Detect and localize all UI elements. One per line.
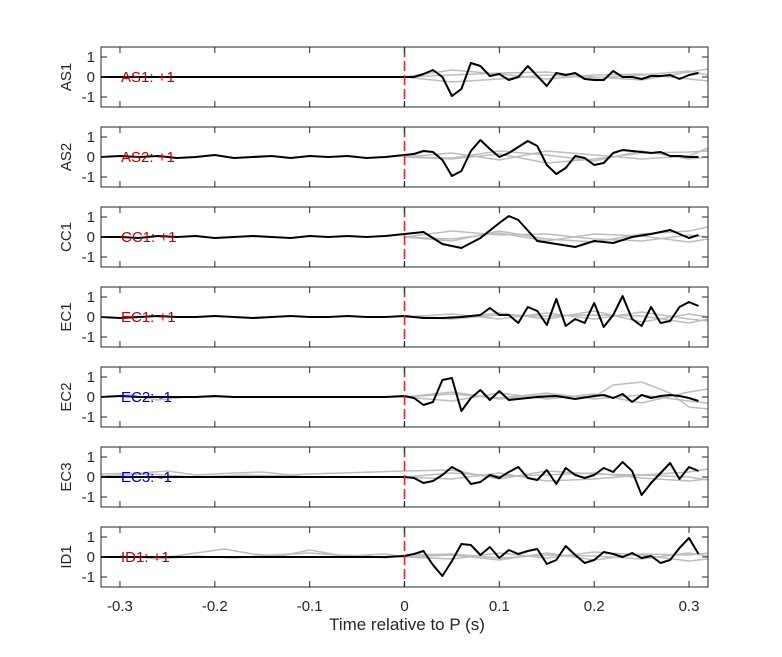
panel-id1: -1 0 1 ID1 ID1: +1 bbox=[58, 526, 709, 588]
plot-area bbox=[101, 377, 708, 412]
main-trace bbox=[101, 295, 699, 328]
x-tick-label: 0 bbox=[400, 598, 408, 615]
main-trace bbox=[101, 537, 700, 577]
panel-ec3: -1 0 1 EC3 EC3: -1 bbox=[58, 446, 709, 508]
shared-x-axis: -0.3 -0.2 -0.1 0 0.1 0.2 0.3 bbox=[107, 598, 699, 615]
main-trace bbox=[101, 62, 699, 97]
y-tick-label: 1 bbox=[87, 209, 95, 226]
plot-area bbox=[101, 295, 708, 328]
y-tick-label: -1 bbox=[82, 249, 95, 266]
background-trace-2 bbox=[404, 230, 708, 242]
y-axis-label: EC2 bbox=[58, 382, 75, 411]
y-axis-label: ID1 bbox=[58, 545, 75, 568]
y-axis-label: AS1 bbox=[58, 63, 75, 91]
x-tick-label: 0.1 bbox=[489, 598, 510, 615]
polarity-annotation: EC1: +1 bbox=[121, 309, 176, 326]
y-tick-label: -1 bbox=[82, 169, 95, 186]
x-tick-label: 0.2 bbox=[584, 598, 605, 615]
main-trace bbox=[101, 215, 699, 249]
polarity-annotation: EC2: -1 bbox=[121, 389, 172, 406]
background-trace-3 bbox=[404, 392, 708, 404]
y-tick-label: 0 bbox=[87, 149, 95, 166]
background-trace-3 bbox=[404, 232, 708, 243]
panel-as2: -1 0 1 AS2 AS2: +1 bbox=[58, 126, 709, 188]
y-tick-label: -1 bbox=[82, 489, 95, 506]
y-tick-label: -1 bbox=[82, 409, 95, 426]
y-tick-label: 1 bbox=[87, 369, 95, 386]
plot-area bbox=[101, 215, 708, 249]
y-axis-label: AS2 bbox=[58, 143, 75, 171]
polarity-annotation: EC3: -1 bbox=[121, 469, 172, 486]
panel-ec2: -1 0 1 EC2 EC2: -1 bbox=[58, 366, 709, 428]
x-axis-label: Time relative to P (s) bbox=[329, 615, 485, 634]
y-tick-label: -1 bbox=[82, 569, 95, 586]
main-trace bbox=[101, 461, 699, 496]
panel-ec1: -1 0 1 EC1 EC1: +1 bbox=[58, 286, 709, 348]
y-tick-label: 1 bbox=[87, 529, 95, 546]
background-trace-3 bbox=[404, 70, 708, 83]
y-tick-label: 0 bbox=[87, 469, 95, 486]
y-tick-label: -1 bbox=[82, 89, 95, 106]
panel-stack: -1 0 1 AS1 AS1: +1 -1 0 1 AS2 AS2: +1 -1 0 1 CC1 CC1: … bbox=[58, 46, 709, 588]
main-trace bbox=[101, 139, 699, 177]
y-tick-label: 0 bbox=[87, 389, 95, 406]
background-trace-1 bbox=[101, 381, 708, 410]
polarity-annotation: AS2: +1 bbox=[121, 149, 175, 166]
polarity-annotation: CC1: +1 bbox=[121, 229, 176, 246]
y-tick-label: -1 bbox=[82, 329, 95, 346]
background-trace-3 bbox=[404, 150, 708, 162]
x-tick-label: -0.2 bbox=[202, 598, 228, 615]
y-axis-label: EC1 bbox=[58, 302, 75, 331]
y-tick-label: 1 bbox=[87, 129, 95, 146]
y-tick-label: 0 bbox=[87, 229, 95, 246]
y-axis-label: EC3 bbox=[58, 462, 75, 491]
plot-area bbox=[101, 62, 708, 97]
y-tick-label: 0 bbox=[87, 549, 95, 566]
panel-as1: -1 0 1 AS1 AS1: +1 bbox=[58, 46, 709, 108]
y-tick-label: 0 bbox=[87, 69, 95, 86]
background-trace-3 bbox=[404, 472, 708, 482]
y-tick-label: 0 bbox=[87, 309, 95, 326]
y-tick-label: 1 bbox=[87, 49, 95, 66]
plot-area bbox=[101, 139, 708, 177]
y-axis-label: CC1 bbox=[58, 222, 75, 252]
background-trace-3 bbox=[404, 552, 708, 561]
x-tick-label: 0.3 bbox=[679, 598, 700, 615]
polarity-annotation: AS1: +1 bbox=[121, 69, 175, 86]
background-trace-1 bbox=[404, 226, 708, 243]
x-tick-label: -0.3 bbox=[107, 598, 133, 615]
x-tick-label: -0.1 bbox=[297, 598, 323, 615]
background-trace-1 bbox=[101, 468, 708, 480]
polarity-annotation: ID1: +1 bbox=[121, 549, 170, 566]
main-trace bbox=[101, 377, 699, 412]
y-tick-label: 1 bbox=[87, 289, 95, 306]
panel-cc1: -1 0 1 CC1 CC1: +1 bbox=[58, 206, 709, 268]
plot-area bbox=[101, 461, 708, 496]
background-trace-3 bbox=[404, 314, 708, 324]
y-tick-label: 1 bbox=[87, 449, 95, 466]
plot-area bbox=[101, 537, 708, 577]
